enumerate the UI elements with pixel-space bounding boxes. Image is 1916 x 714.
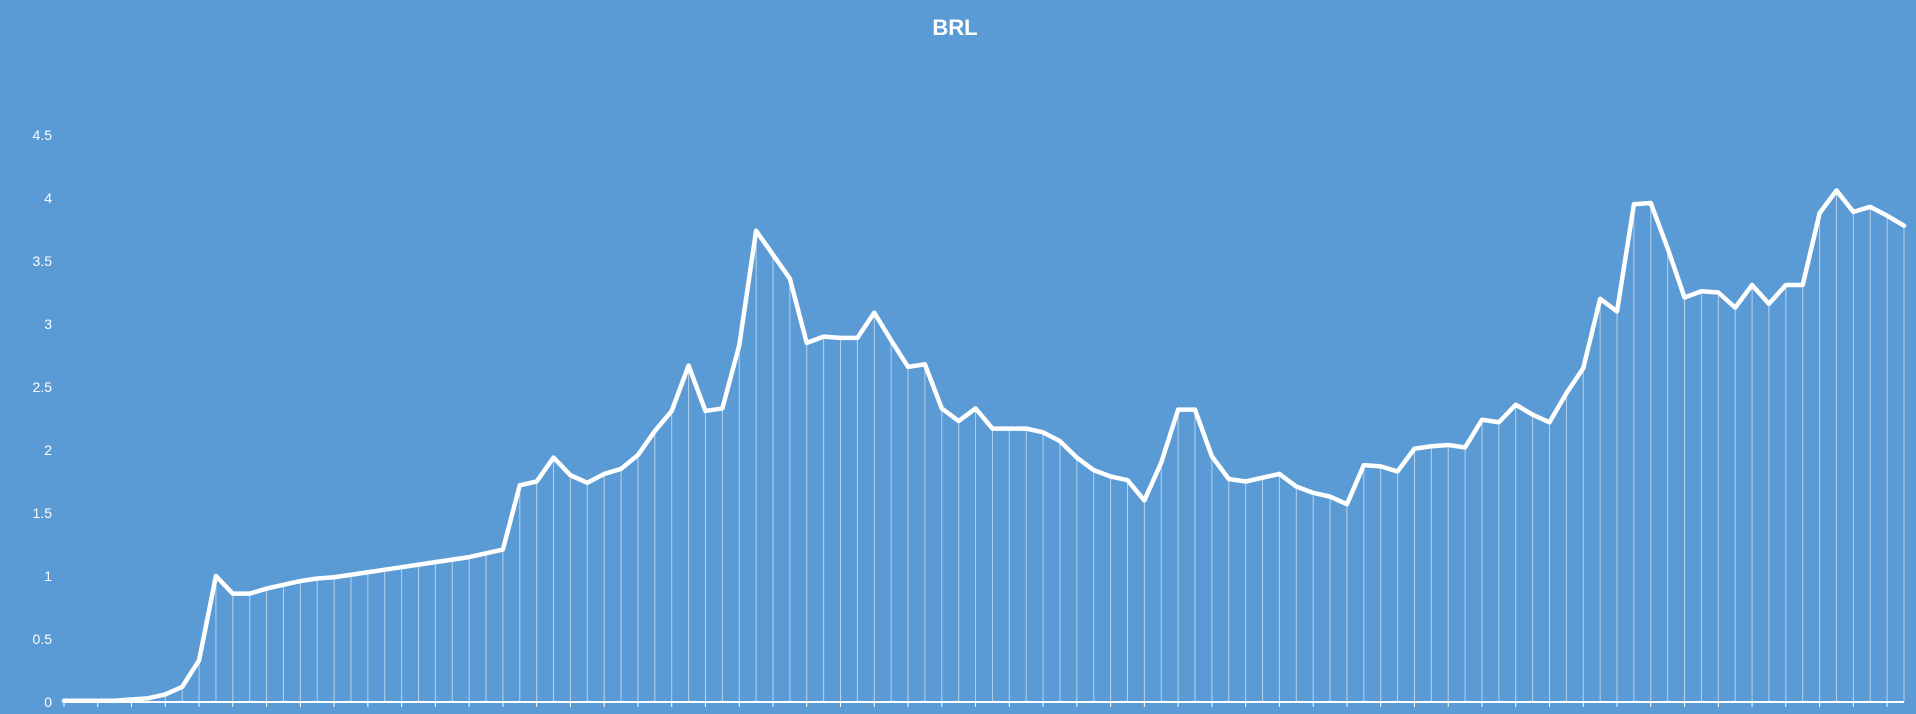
y-tick-label: 1.5 <box>33 505 53 521</box>
y-axis-labels: 0 0.5 1 1.5 2 2.5 3 3.5 4 4.5 <box>33 127 53 710</box>
y-tick-label: 3.5 <box>33 253 53 269</box>
chart-title: BRL <box>932 15 977 40</box>
drop-lines <box>63 190 1905 702</box>
y-tick-label: 2 <box>44 442 52 458</box>
y-tick-label: 3 <box>44 316 52 332</box>
y-tick-label: 2.5 <box>33 379 53 395</box>
y-tick-label: 4 <box>44 190 52 206</box>
y-tick-label: 0 <box>44 694 52 710</box>
series-line <box>61 188 1907 703</box>
x-axis-ticks <box>63 702 1888 707</box>
y-tick-label: 1 <box>44 568 52 584</box>
y-tick-label: 4.5 <box>33 127 53 143</box>
y-tick-label: 0.5 <box>33 631 53 647</box>
